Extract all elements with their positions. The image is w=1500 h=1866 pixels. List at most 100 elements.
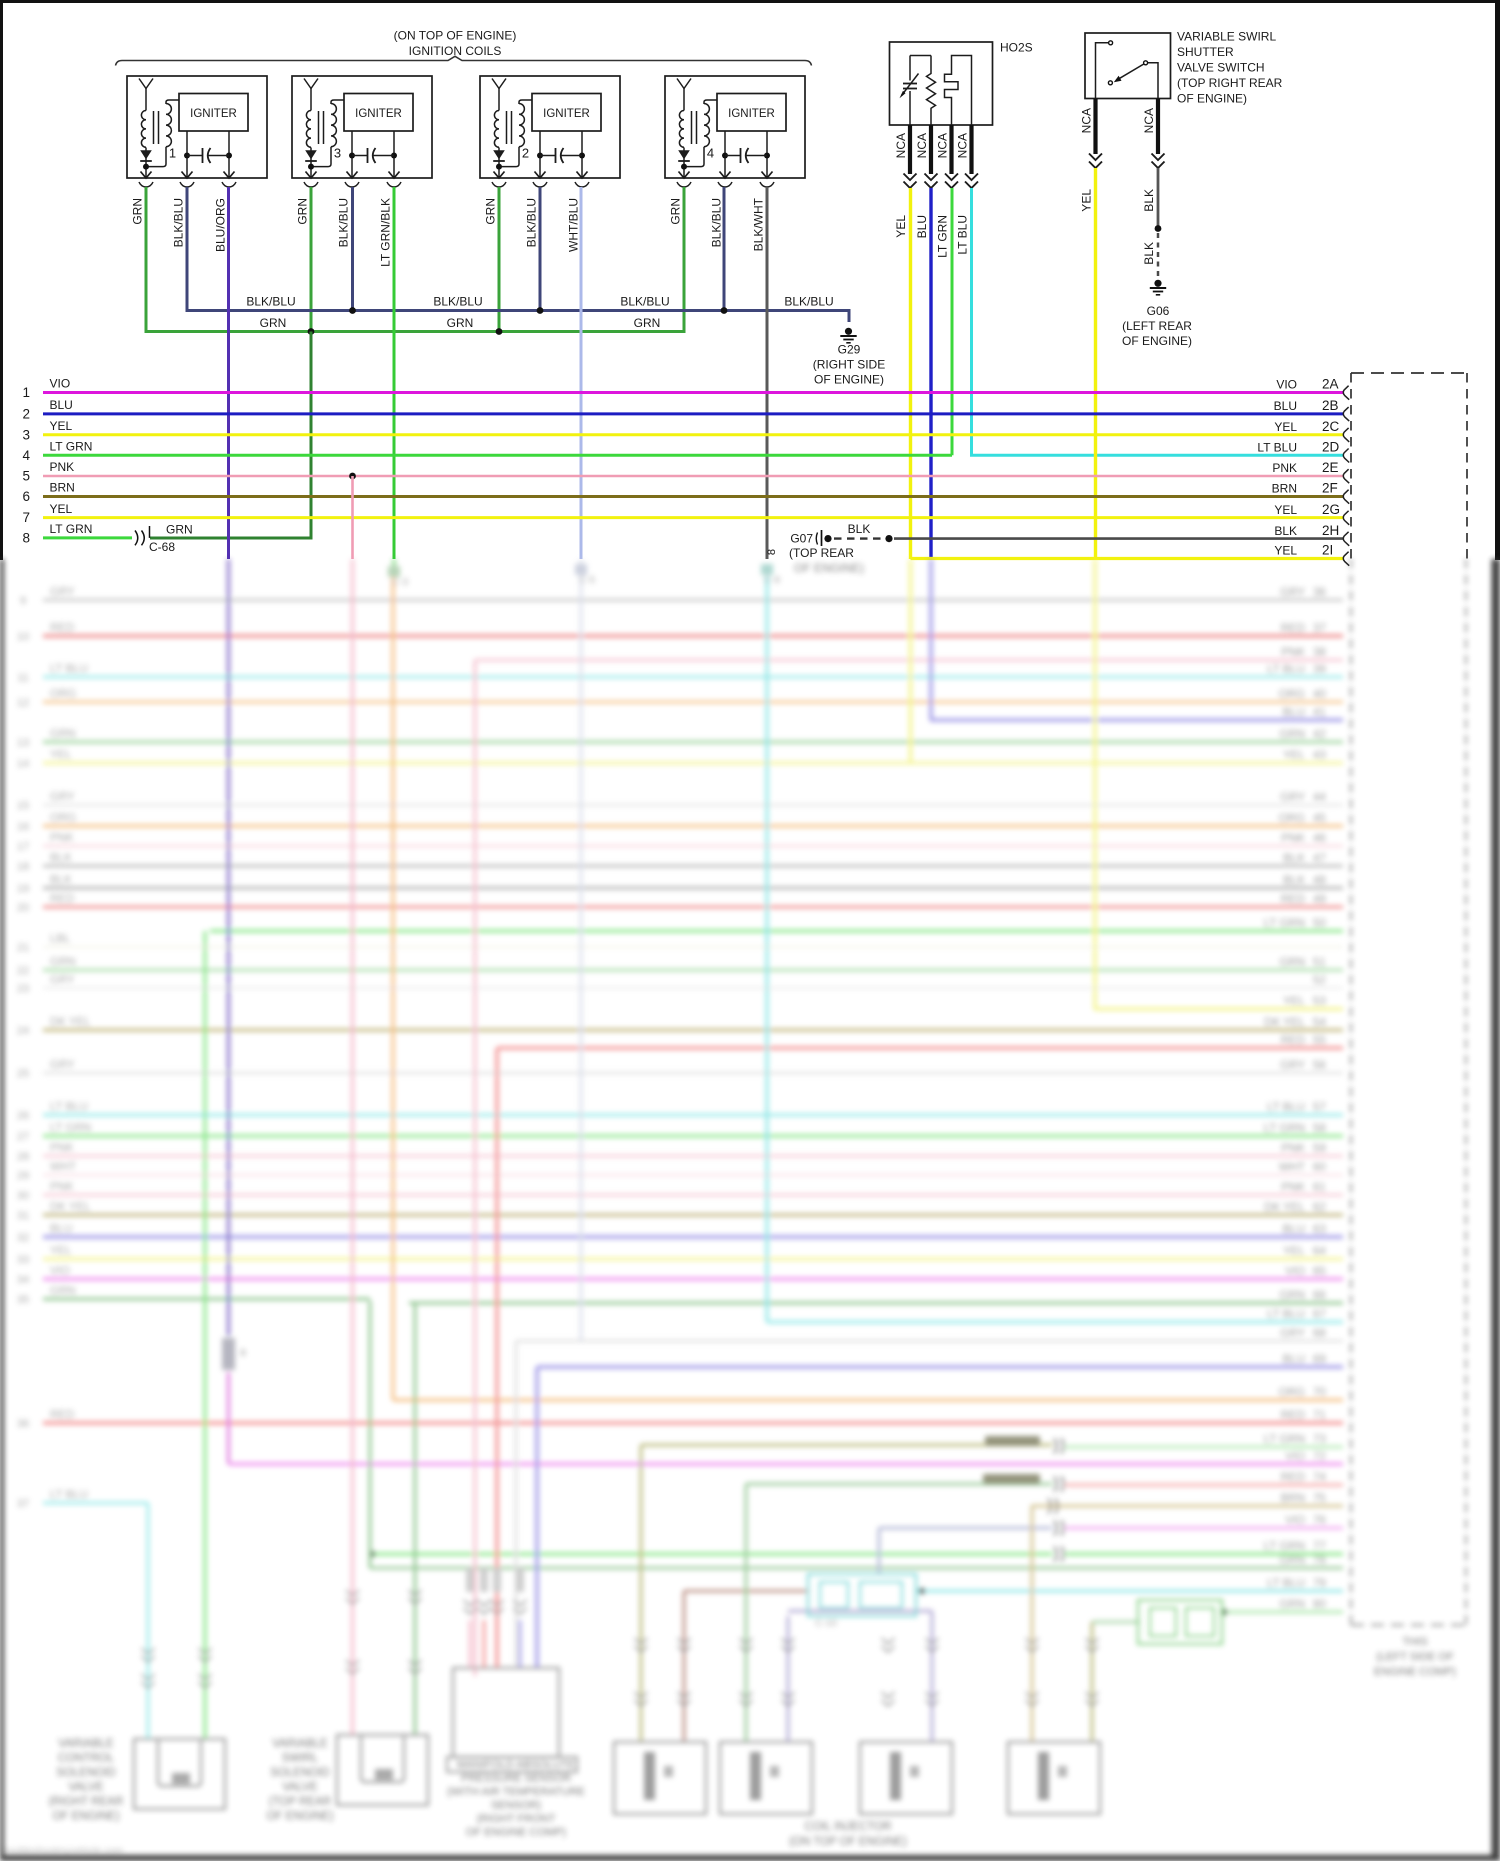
svg-text:78: 78 — [1313, 1555, 1326, 1567]
svg-text:25: 25 — [17, 1068, 29, 1080]
svg-text:70: 70 — [1313, 1387, 1326, 1399]
svg-text:31: 31 — [17, 1210, 29, 1222]
svg-text:BLK/BLU: BLK/BLU — [337, 198, 351, 247]
svg-text:BLK: BLK — [1274, 524, 1297, 538]
svg-text:43: 43 — [1313, 750, 1326, 762]
svg-text:GRY: GRY — [1280, 587, 1305, 599]
svg-text:51: 51 — [1313, 957, 1326, 969]
svg-text:LT BLU: LT BLU — [1267, 664, 1305, 676]
svg-text:DK YEL: DK YEL — [1264, 1202, 1305, 1214]
svg-text:(TOP REAR: (TOP REAR — [269, 1796, 331, 1808]
svg-text:BLK: BLK — [1283, 875, 1305, 887]
svg-text:59: 59 — [1313, 1143, 1326, 1155]
svg-text:WHT: WHT — [50, 1162, 76, 1174]
svg-text:BLU/ORG: BLU/ORG — [214, 198, 228, 252]
svg-text:LT GRN: LT GRN — [1264, 1123, 1305, 1135]
svg-text:PNK: PNK — [50, 1182, 74, 1194]
svg-text:63: 63 — [1313, 1224, 1326, 1236]
svg-text:GRY: GRY — [1280, 792, 1305, 804]
svg-text:BLK/BLU: BLK/BLU — [246, 295, 295, 309]
svg-text:NCA: NCA — [936, 133, 950, 158]
svg-text:NCA: NCA — [956, 133, 970, 158]
svg-text:24: 24 — [17, 1025, 29, 1037]
svg-text:YEL: YEL — [1283, 1246, 1305, 1258]
svg-text:SOLENOID: SOLENOID — [270, 1767, 329, 1779]
svg-text:9: 9 — [20, 595, 26, 607]
svg-text:80: 80 — [1313, 1599, 1326, 1611]
svg-text:8: 8 — [766, 549, 778, 555]
svg-text:20: 20 — [17, 902, 29, 914]
svg-text:ORG: ORG — [50, 813, 76, 825]
svg-text:74: 74 — [1313, 1472, 1326, 1484]
svg-text:7: 7 — [22, 510, 30, 525]
svg-text:WHT: WHT — [1279, 1162, 1305, 1174]
svg-text:BRN: BRN — [50, 481, 75, 495]
svg-text:CONTROL: CONTROL — [58, 1753, 115, 1765]
svg-text:67: 67 — [1313, 1309, 1326, 1321]
svg-text:GRN: GRN — [1279, 1599, 1305, 1611]
svg-text:GRN: GRN — [50, 1286, 76, 1298]
svg-text:LT GRN: LT GRN — [50, 440, 93, 454]
svg-text:79: 79 — [1313, 1578, 1326, 1590]
svg-text:IGNITER: IGNITER — [355, 108, 402, 120]
svg-text:YEL: YEL — [50, 502, 73, 516]
svg-text:ORG: ORG — [50, 689, 76, 701]
svg-text:2B: 2B — [1322, 398, 1339, 413]
svg-text:26: 26 — [17, 1110, 29, 1122]
svg-text:SENSOR): SENSOR) — [491, 1800, 541, 1812]
svg-text:(TOP REAR: (TOP REAR — [789, 546, 854, 560]
svg-text:6: 6 — [22, 489, 30, 504]
svg-text:BLU: BLU — [1274, 399, 1297, 413]
svg-text:WHT/BLU: WHT/BLU — [567, 198, 581, 252]
svg-text:IGNITER: IGNITER — [728, 108, 775, 120]
svg-text:YEL: YEL — [50, 750, 72, 762]
svg-text:VIO: VIO — [1285, 1451, 1305, 1463]
svg-text:LT BLU: LT BLU — [956, 215, 970, 255]
svg-text:OF ENGINE): OF ENGINE) — [52, 1811, 119, 1823]
svg-text:8: 8 — [22, 531, 30, 546]
svg-text:ORG: ORG — [1279, 1387, 1305, 1399]
svg-text:75: 75 — [1313, 1493, 1326, 1505]
svg-text:LT GRN: LT GRN — [1264, 918, 1305, 930]
svg-text:44: 44 — [1313, 792, 1326, 804]
svg-text:10: 10 — [17, 631, 29, 643]
svg-text:NCA: NCA — [1142, 108, 1156, 133]
svg-text:GRN: GRN — [260, 316, 287, 330]
svg-text:YEL: YEL — [1274, 544, 1297, 558]
svg-text:36: 36 — [17, 1418, 29, 1430]
svg-text:69: 69 — [1313, 1354, 1326, 1366]
svg-text:12: 12 — [17, 697, 29, 709]
svg-text:LT BLU: LT BLU — [50, 1490, 88, 1502]
svg-text:3: 3 — [334, 146, 341, 161]
svg-text:ORG: ORG — [1279, 813, 1305, 825]
svg-text:IGNITER: IGNITER — [543, 108, 590, 120]
svg-text:2C: 2C — [1322, 419, 1340, 434]
svg-text:65: 65 — [1313, 1266, 1326, 1278]
svg-text:GRY: GRY — [50, 792, 75, 804]
svg-text:GRN: GRN — [296, 198, 310, 225]
svg-text:16: 16 — [17, 821, 29, 833]
svg-text:GRY: GRY — [50, 587, 75, 599]
svg-text:HO2S: HO2S — [1000, 41, 1033, 55]
svg-text:C-3: C-3 — [392, 577, 409, 588]
svg-text:LT GRN: LT GRN — [1264, 1434, 1305, 1446]
svg-text:33: 33 — [17, 1254, 29, 1266]
svg-text:62: 62 — [1313, 1202, 1326, 1214]
svg-text:39: 39 — [1313, 664, 1326, 676]
svg-text:VALVE: VALVE — [68, 1782, 104, 1794]
svg-text:RED: RED — [50, 623, 74, 635]
svg-text:40: 40 — [1313, 689, 1326, 701]
svg-text:SWIRL: SWIRL — [282, 1753, 319, 1765]
svg-text:GRN: GRN — [131, 198, 145, 225]
svg-text:2: 2 — [22, 407, 30, 422]
svg-text:28: 28 — [17, 1151, 29, 1163]
svg-text:LT BLU: LT BLU — [1267, 1102, 1305, 1114]
svg-text:YEL: YEL — [1080, 189, 1094, 212]
svg-text:VIO: VIO — [1285, 1515, 1305, 1527]
svg-text:BLK: BLK — [1142, 242, 1156, 265]
svg-text:BRN: BRN — [1281, 1493, 1305, 1505]
svg-text:GRY: GRY — [50, 1060, 75, 1072]
svg-text:RED: RED — [50, 894, 74, 906]
svg-text:LT GRN: LT GRN — [936, 215, 950, 258]
svg-text:68: 68 — [1313, 1328, 1326, 1340]
